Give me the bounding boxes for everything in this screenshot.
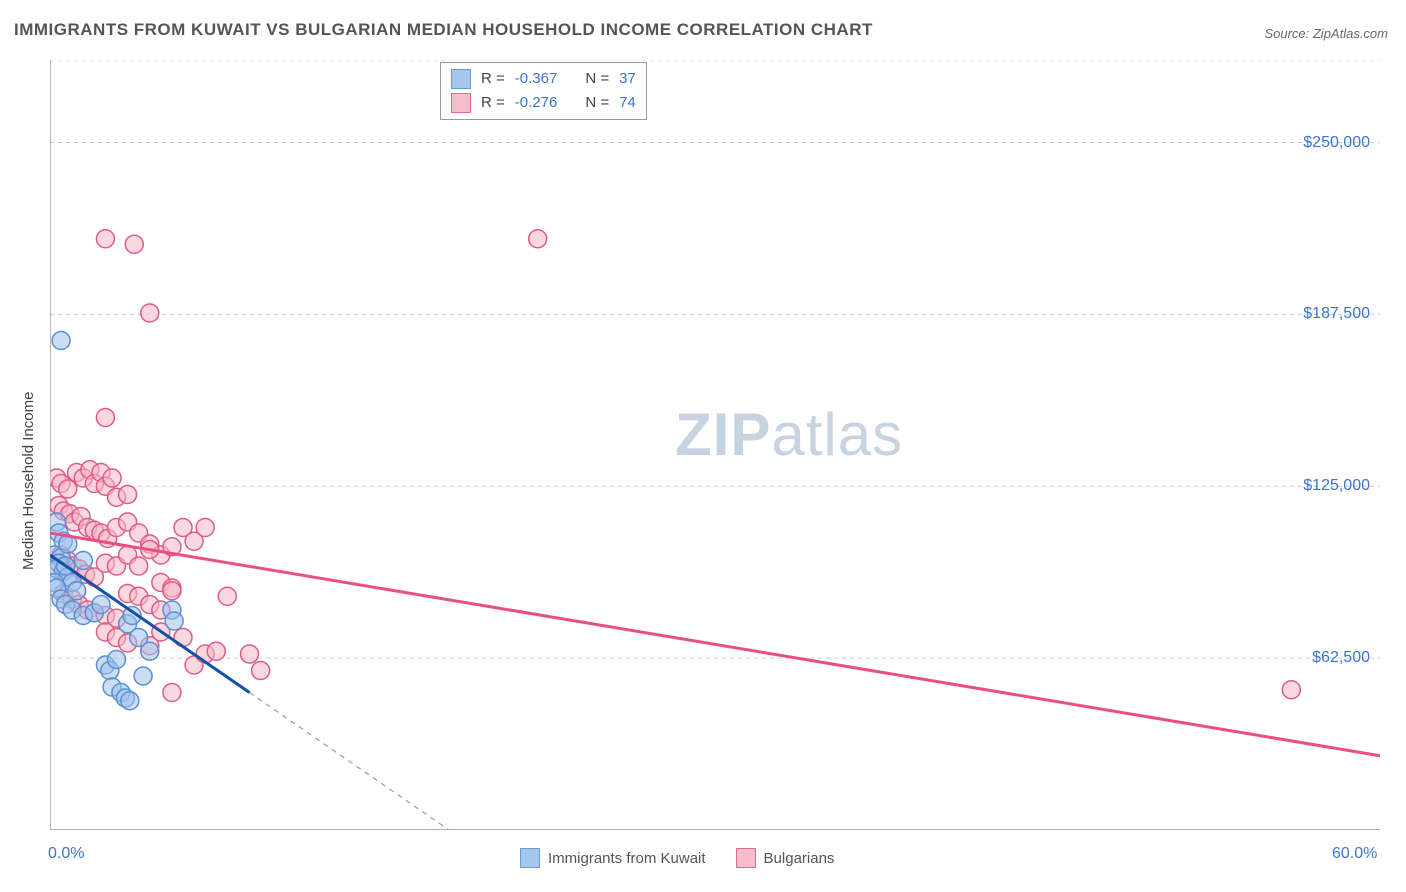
legend-item-blue: Immigrants from Kuwait	[520, 848, 706, 868]
watermark-atlas: atlas	[771, 401, 903, 468]
r-value-pink: -0.276	[515, 91, 558, 115]
blue-swatch-icon	[520, 848, 540, 868]
source-prefix: Source:	[1264, 26, 1312, 41]
y-tick-label: $187,500	[1270, 305, 1370, 323]
n-label: N =	[585, 91, 609, 115]
y-axis-label: Median Household Income	[20, 392, 37, 570]
pink-swatch-icon	[451, 93, 471, 113]
r-value-blue: -0.367	[515, 67, 558, 91]
legend-label-pink: Bulgarians	[764, 850, 835, 867]
source-attribution: Source: ZipAtlas.com	[1264, 26, 1388, 41]
n-value-pink: 74	[619, 91, 636, 115]
legend-item-pink: Bulgarians	[736, 848, 835, 868]
watermark: ZIPatlas	[675, 400, 903, 469]
source-link[interactable]: ZipAtlas.com	[1313, 26, 1388, 41]
correlation-legend: R = -0.367 N = 37 R = -0.276 N = 74	[440, 62, 647, 120]
watermark-zip: ZIP	[675, 401, 771, 468]
r-label: R =	[481, 91, 505, 115]
series-legend: Immigrants from Kuwait Bulgarians	[520, 848, 834, 868]
r-label: R =	[481, 67, 505, 91]
chart-title: IMMIGRANTS FROM KUWAIT VS BULGARIAN MEDI…	[14, 20, 873, 40]
legend-row-pink: R = -0.276 N = 74	[451, 91, 636, 115]
pink-swatch-icon	[736, 848, 756, 868]
y-tick-label: $250,000	[1270, 134, 1370, 152]
legend-row-blue: R = -0.367 N = 37	[451, 67, 636, 91]
n-value-blue: 37	[619, 67, 636, 91]
x-tick-label: 0.0%	[48, 845, 84, 863]
n-label: N =	[585, 67, 609, 91]
y-tick-label: $125,000	[1270, 477, 1370, 495]
x-tick-label: 60.0%	[1332, 845, 1377, 863]
legend-label-blue: Immigrants from Kuwait	[548, 850, 706, 867]
y-tick-label: $62,500	[1270, 649, 1370, 667]
blue-swatch-icon	[451, 69, 471, 89]
